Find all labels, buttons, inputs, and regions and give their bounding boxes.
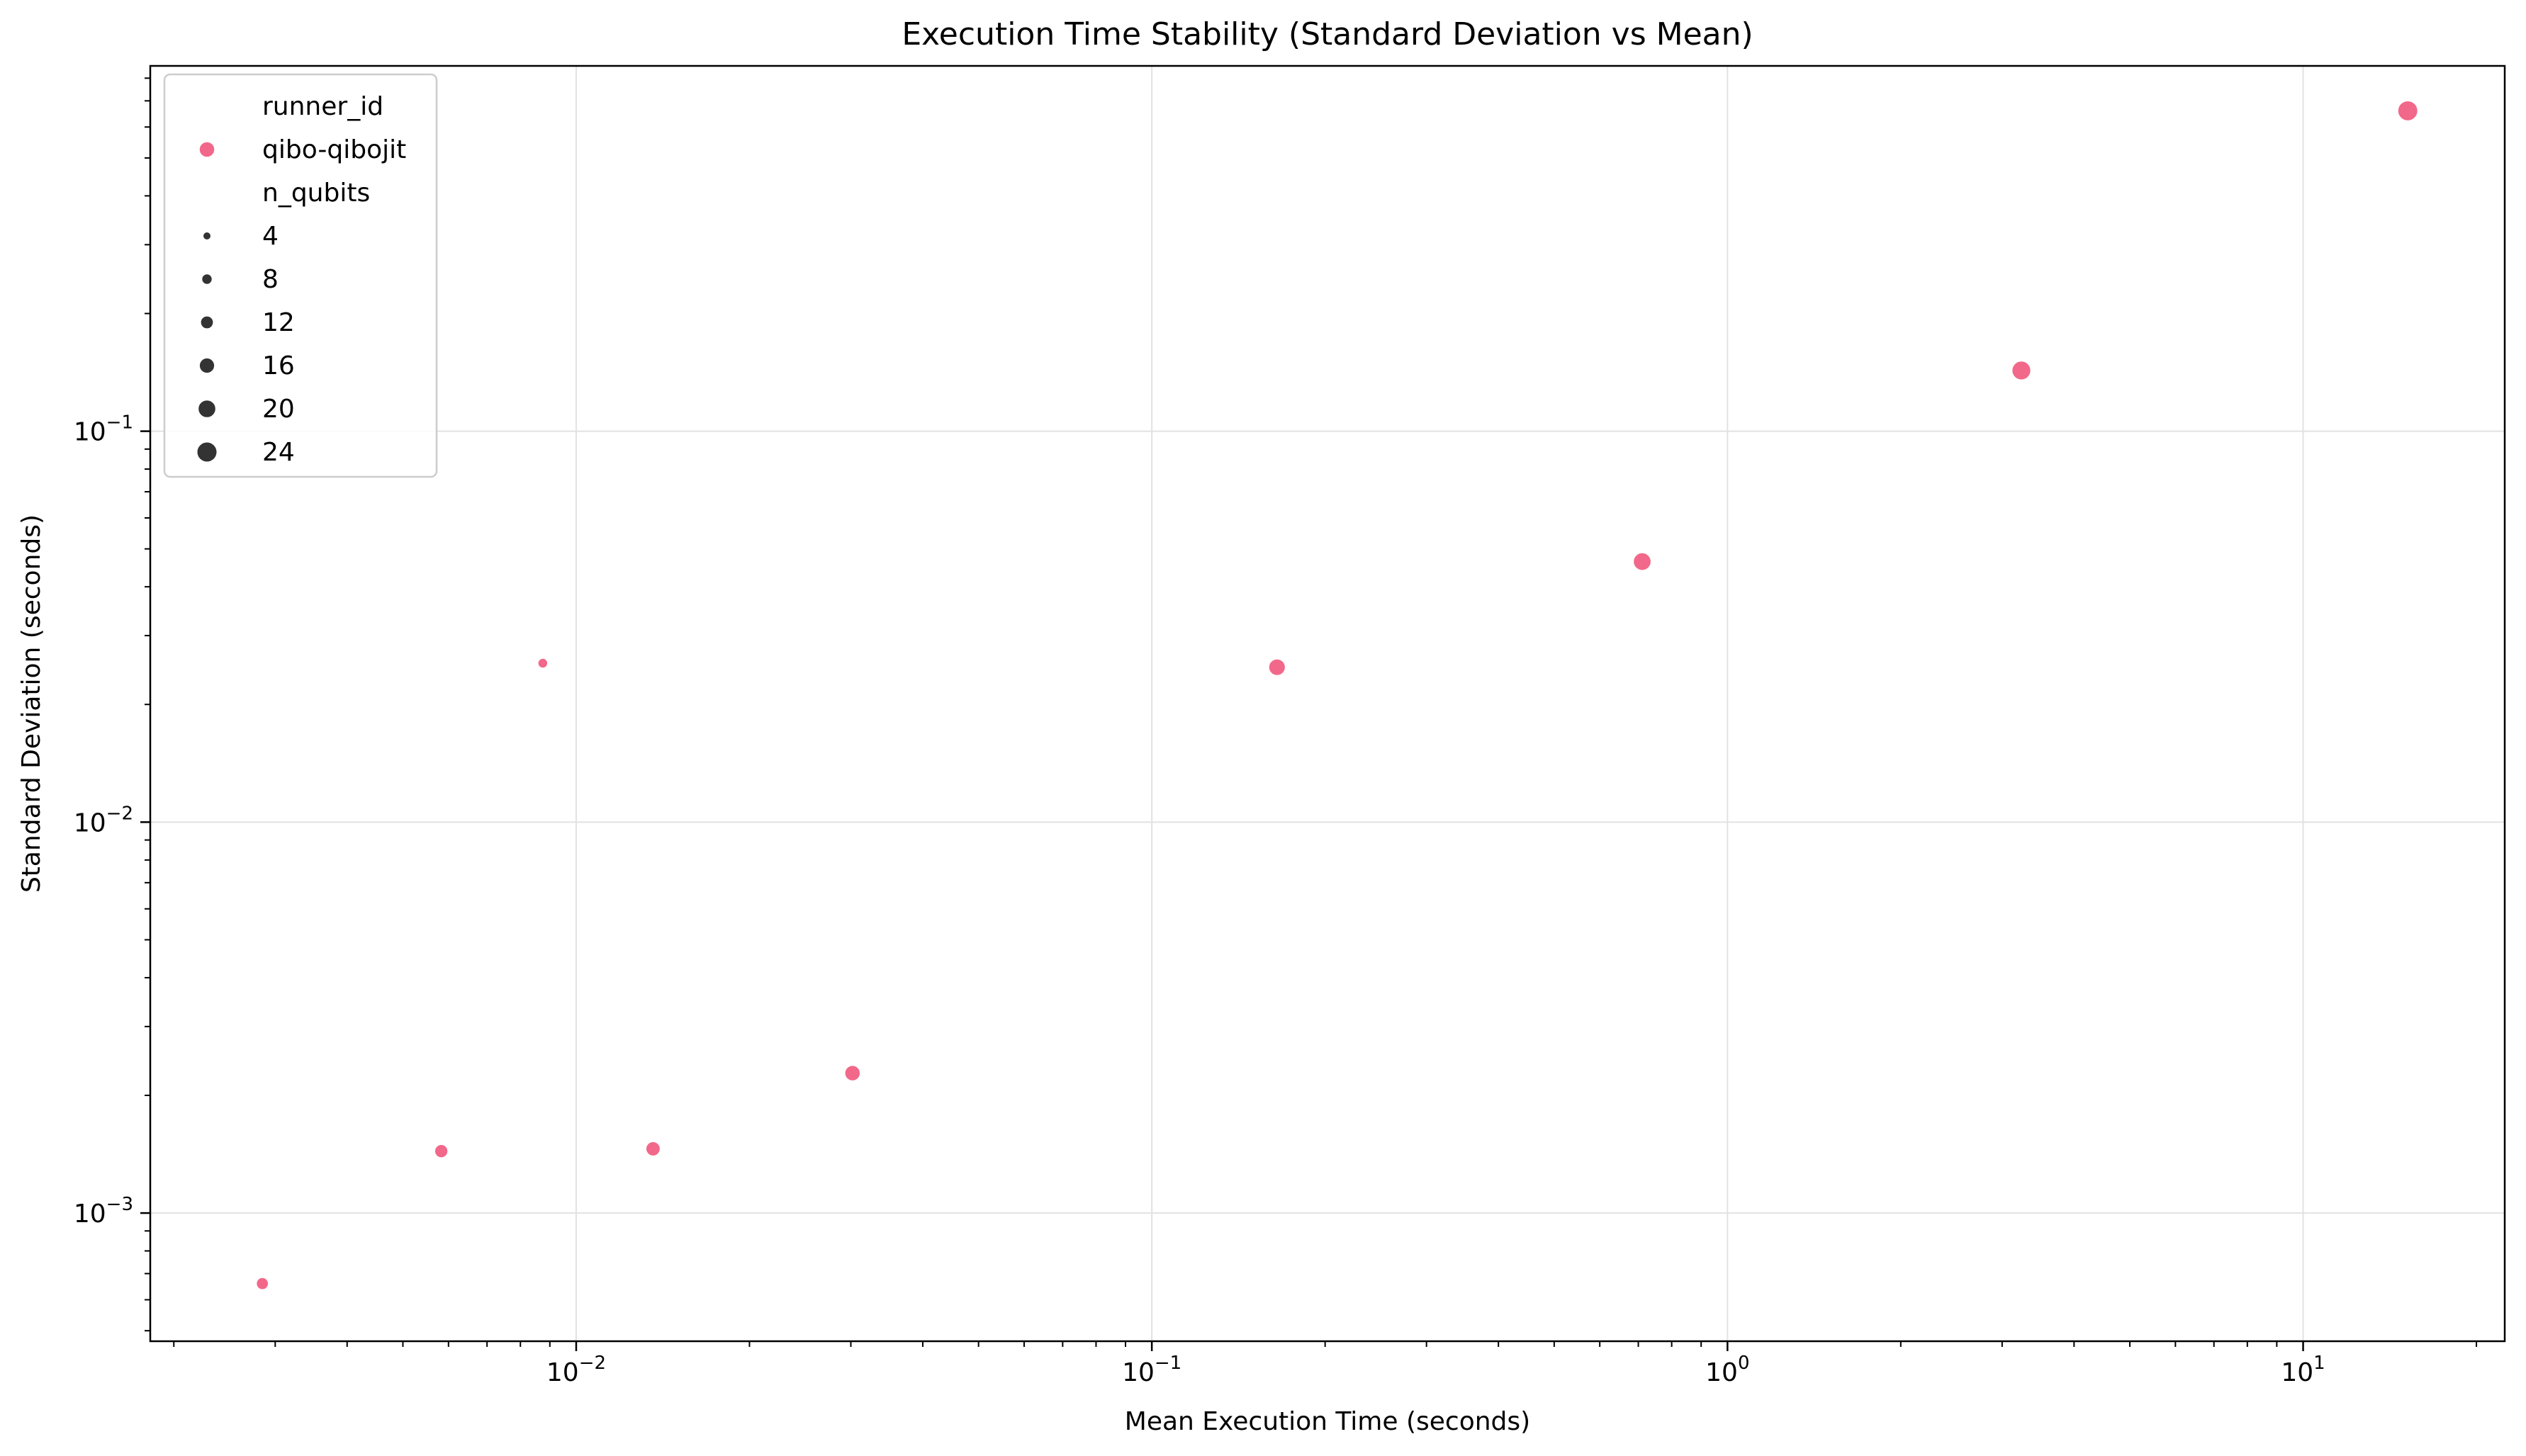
x-tick-label: 100 xyxy=(1705,1353,1749,1387)
y-tick-label-exponent: −2 xyxy=(106,803,133,824)
legend-hue-title: runner_id xyxy=(262,92,383,121)
y-tick-label-exponent: −1 xyxy=(106,412,133,434)
y-tick-label-exponent: −3 xyxy=(106,1194,133,1215)
legend-size-label: 12 xyxy=(262,308,295,337)
data-point xyxy=(537,658,549,669)
legend: runner_id qibo-qibojit n_qubits 4 8 12 16 20 24 xyxy=(163,73,438,478)
x-tick-label-exponent: −2 xyxy=(579,1353,606,1374)
legend-hue-label: qibo-qibojit xyxy=(262,135,406,164)
x-tick-label-base: 10 xyxy=(1705,1358,1738,1387)
x-tick-label-base: 10 xyxy=(1122,1358,1155,1387)
legend-size-marker xyxy=(203,232,211,240)
legend-size-marker xyxy=(200,315,214,329)
data-point xyxy=(2011,360,2032,381)
y-axis-label: Standard Deviation (seconds) xyxy=(17,514,46,893)
legend-size-marker xyxy=(196,441,218,463)
x-tick-label-exponent: 0 xyxy=(1738,1353,1750,1374)
legend-hue-marker xyxy=(198,141,215,158)
legend-size-marker xyxy=(198,357,215,374)
x-tick-label-exponent: −1 xyxy=(1155,1353,1181,1374)
y-tick-label: 10−2 xyxy=(74,803,133,837)
y-tick-label: 10−1 xyxy=(74,412,133,447)
x-tick-label-base: 10 xyxy=(546,1358,579,1387)
plot-frame xyxy=(149,64,2506,1343)
data-point xyxy=(1632,552,1652,571)
y-tick-label-base: 10 xyxy=(74,808,106,837)
legend-size-label: 8 xyxy=(262,265,279,294)
data-point xyxy=(255,1277,269,1290)
data-points xyxy=(255,100,2419,1290)
legend-size-label: 16 xyxy=(262,351,295,380)
legend-size-label: 20 xyxy=(262,395,295,424)
data-point xyxy=(844,1064,861,1082)
legend-size-marker xyxy=(201,273,213,285)
data-point xyxy=(434,1144,449,1158)
x-axis-label: Mean Execution Time (seconds) xyxy=(1125,1407,1530,1436)
data-point xyxy=(1268,658,1286,677)
data-point xyxy=(2397,100,2419,122)
grid-lines xyxy=(150,66,2505,1341)
legend-size-label: 24 xyxy=(262,438,295,467)
legend-size-marker xyxy=(198,400,216,418)
x-tick-label: 10−2 xyxy=(546,1353,606,1387)
y-tick-label-base: 10 xyxy=(74,418,106,447)
chart-title: Execution Time Stability (Standard Devia… xyxy=(902,16,1753,52)
x-tick-label-exponent: 1 xyxy=(2313,1353,2325,1374)
legend-size-label: 4 xyxy=(262,222,279,251)
y-tick-label: 10−3 xyxy=(74,1194,133,1229)
legend-box xyxy=(163,73,438,478)
x-tick-label-base: 10 xyxy=(2281,1358,2313,1387)
plot-area xyxy=(150,66,2505,1341)
x-tick-label: 101 xyxy=(2281,1353,2325,1387)
data-point xyxy=(645,1141,661,1157)
legend-size-title: n_qubits xyxy=(262,179,370,208)
x-tick-label: 10−1 xyxy=(1122,1353,1181,1387)
y-tick-label-base: 10 xyxy=(74,1200,106,1229)
